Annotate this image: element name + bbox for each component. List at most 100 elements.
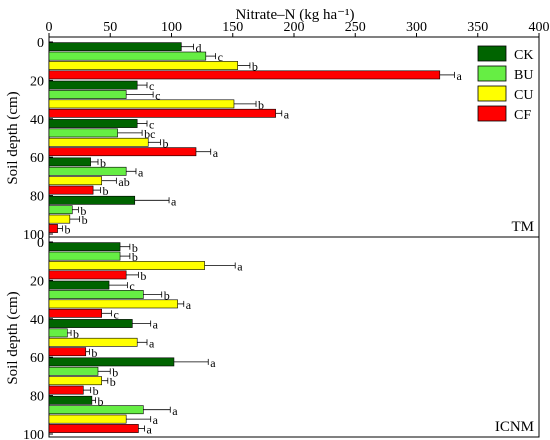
significance-letter: b xyxy=(132,241,138,255)
significance-letter: b xyxy=(73,327,79,341)
significance-letter: b xyxy=(100,156,106,170)
significance-letter: a xyxy=(284,107,290,121)
significance-letter: a xyxy=(149,336,155,350)
significance-letter: b xyxy=(112,365,118,379)
legend-label-BU: BU xyxy=(514,68,533,83)
significance-letter: b xyxy=(82,213,88,227)
bar-BU xyxy=(48,205,73,215)
y-tick-label: 60 xyxy=(30,351,44,366)
legend-swatch-BU xyxy=(477,65,507,82)
significance-letter: a xyxy=(147,423,153,437)
bar-BU xyxy=(48,366,99,376)
bar-CU xyxy=(48,99,235,109)
bar-CF xyxy=(48,185,94,195)
bar-BU xyxy=(48,290,144,299)
significance-letter: c xyxy=(218,50,223,64)
legend-swatch-CK xyxy=(477,45,507,62)
significance-letter: ab xyxy=(118,175,129,189)
bar-BU xyxy=(48,405,144,415)
bar-CF xyxy=(48,308,102,318)
panel-label: ICNM xyxy=(495,419,534,435)
y-axis-label-top: Soil depth (cm) xyxy=(5,91,21,184)
bar-BU xyxy=(48,51,207,61)
bar-CU xyxy=(48,176,102,186)
significance-letter: a xyxy=(186,298,192,312)
significance-letter: b xyxy=(64,223,70,237)
x-tick-label: 100 xyxy=(161,20,182,35)
significance-letter: b xyxy=(91,346,97,360)
significance-letter: a xyxy=(213,146,219,160)
bar-CF xyxy=(48,385,84,395)
y-tick-label: 100 xyxy=(23,228,44,243)
significance-letter: a xyxy=(171,194,177,208)
legend: CK BU CU CF xyxy=(477,45,533,123)
significance-letter: c xyxy=(149,118,154,132)
significance-letter: b xyxy=(140,269,146,283)
bar-BU xyxy=(48,328,68,338)
y-axis-label-bottom: Soil depth (cm) xyxy=(5,291,21,384)
significance-letter: d xyxy=(196,41,202,55)
legend-label-CK: CK xyxy=(514,48,533,63)
y-tick-label: 100 xyxy=(23,428,44,440)
significance-letter: b xyxy=(98,394,104,408)
significance-letter: b xyxy=(93,384,99,398)
x-tick-label: 50 xyxy=(103,20,117,35)
bar-CK xyxy=(48,242,121,252)
bar-BU xyxy=(48,90,127,99)
x-tick-label: 200 xyxy=(284,20,305,35)
legend-label-CU: CU xyxy=(514,88,533,103)
bar-CK xyxy=(48,119,138,128)
significance-letter: a xyxy=(153,413,159,427)
panel-label: TM xyxy=(512,219,535,235)
bar-BU xyxy=(48,128,118,138)
bar-CU xyxy=(48,137,149,147)
significance-letter: c xyxy=(155,89,160,103)
bar-CK xyxy=(48,319,133,328)
x-tick-label: 350 xyxy=(467,20,488,35)
significance-letter: c xyxy=(113,307,118,321)
bar-CK xyxy=(48,195,136,205)
x-axis-label: Nitrate–N (kg ha⁻¹) xyxy=(235,7,354,23)
significance-letter: a xyxy=(138,165,144,179)
bar-BU xyxy=(48,251,121,261)
bar-CF xyxy=(48,270,127,280)
bar-CK xyxy=(48,280,110,290)
significance-letter: b xyxy=(132,250,138,264)
significance-letter: b xyxy=(252,60,258,74)
bar-CK xyxy=(48,395,93,405)
significance-letter: b xyxy=(258,98,264,112)
x-tick-label: 250 xyxy=(345,20,366,35)
y-tick-label: 0 xyxy=(37,236,44,251)
bar-CF xyxy=(48,224,58,233)
bar-CF xyxy=(48,147,197,157)
significance-letter: a xyxy=(210,356,216,370)
bar-CU xyxy=(48,414,127,424)
panel-0: 0 50 100 150 200 250 300 350 400020406080100dcba… xyxy=(23,20,550,243)
significance-letter: b xyxy=(102,184,108,198)
x-tick-label: 150 xyxy=(222,20,243,35)
significance-letter: a xyxy=(237,260,243,274)
legend-swatch-CF xyxy=(477,105,507,122)
x-tick-label: 0 xyxy=(46,20,53,35)
significance-letter: b xyxy=(110,375,116,389)
bar-CF xyxy=(48,70,441,80)
y-tick-label: 80 xyxy=(30,390,44,405)
y-tick-label: 20 xyxy=(30,274,44,289)
y-tick-label: 0 xyxy=(37,36,44,51)
bar-CK xyxy=(48,157,91,167)
bar-CK xyxy=(48,80,138,90)
significance-letter: b xyxy=(80,204,86,218)
legend-label-CF: CF xyxy=(514,108,531,123)
x-tick-label: 300 xyxy=(406,20,427,35)
significance-letter: a xyxy=(172,404,178,418)
x-tick-label: 400 xyxy=(529,20,550,35)
bar-CU xyxy=(48,261,205,270)
y-tick-label: 60 xyxy=(30,151,44,166)
y-tick-label: 40 xyxy=(30,313,44,328)
y-tick-label: 40 xyxy=(30,113,44,128)
bar-CF xyxy=(48,424,139,433)
significance-letter: b xyxy=(164,289,170,303)
y-tick-label: 20 xyxy=(30,74,44,89)
